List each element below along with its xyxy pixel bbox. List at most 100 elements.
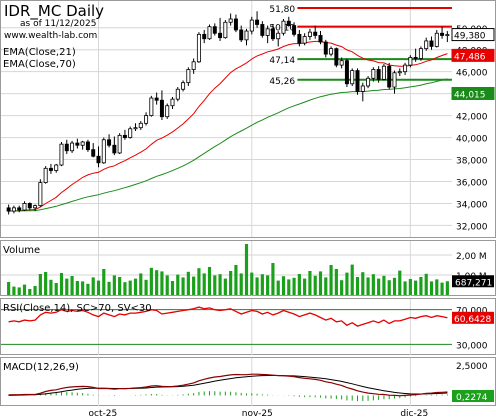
last-price-tag-bg	[451, 28, 495, 42]
volume-bar	[149, 267, 153, 295]
volume-bar	[313, 275, 317, 295]
candle-body	[80, 141, 85, 146]
candle-body	[429, 40, 434, 47]
volume-bar	[192, 276, 196, 295]
price-tick-label: 46,000	[456, 69, 488, 79]
volume-bar	[318, 271, 323, 295]
candle-body	[286, 20, 291, 26]
candle-body	[112, 144, 117, 154]
volume-plot	[7, 244, 449, 295]
volume-bar	[133, 278, 138, 295]
candle-body	[360, 85, 365, 92]
candle-body	[122, 134, 127, 138]
candle-body	[170, 98, 175, 107]
volume-bar	[86, 283, 90, 295]
candle-body	[22, 203, 27, 211]
volume-bar	[44, 272, 48, 295]
candle-body	[265, 28, 270, 36]
volume-bar	[33, 286, 37, 295]
volume-bar	[350, 264, 354, 295]
ema21-tag-bg	[451, 48, 495, 62]
candle-body	[334, 48, 339, 66]
candle-body	[228, 18, 233, 23]
rsi-last-value: 60,6428	[454, 315, 491, 325]
candle-body	[318, 35, 323, 43]
price-tick-label: 32,000	[456, 222, 488, 232]
ema21-tag: 47,486	[454, 52, 486, 62]
volume-bar	[107, 281, 111, 295]
candle-body	[281, 20, 286, 34]
ema70-tag-bg	[451, 86, 495, 100]
candle-body	[223, 21, 228, 39]
candle-body	[212, 26, 217, 34]
volume-bar	[160, 271, 164, 295]
candle-body	[48, 167, 53, 171]
candle-body	[413, 57, 418, 59]
volume-bar	[112, 275, 116, 295]
volume-bar	[424, 273, 428, 295]
volume-bar	[445, 281, 449, 295]
volume-last-bg	[452, 275, 494, 288]
volume-bar	[377, 278, 381, 295]
rsi-tick-label: 30,000	[456, 341, 488, 351]
candle-body	[434, 32, 439, 47]
volume-bar	[234, 265, 238, 295]
volume-bar	[340, 280, 344, 295]
candle-body	[17, 207, 22, 211]
price-tick-label: 42,000	[456, 113, 488, 123]
candle-body	[239, 29, 244, 41]
volume-bar	[303, 278, 307, 295]
rsi-last-bg	[452, 311, 494, 324]
candle-body	[196, 33, 201, 63]
price-tick-label: 38,000	[456, 157, 488, 167]
candle-body	[159, 99, 164, 118]
volume-bar	[392, 277, 397, 295]
volume-bar	[281, 276, 286, 295]
candle-body	[186, 69, 191, 84]
ema70-line	[8, 78, 448, 212]
volume-bar	[287, 279, 291, 295]
volume-bar	[170, 281, 175, 295]
volume-bar	[250, 272, 254, 295]
macd-title: MACD(12,26,9)	[3, 362, 79, 373]
candle-body	[249, 19, 254, 32]
candle-body	[344, 60, 349, 85]
rsi-panel	[0, 298, 496, 355]
ema21-legend: EMA(Close,21)	[3, 47, 76, 58]
volume-title: Volume	[3, 245, 40, 256]
rsi-plot	[1, 306, 452, 345]
volume-bar	[102, 269, 106, 295]
candle-body	[255, 19, 260, 25]
candle-body	[128, 128, 133, 138]
candle-body	[366, 77, 371, 87]
candle-body	[191, 61, 196, 70]
volume-bar	[361, 272, 365, 295]
volume-bar	[213, 275, 217, 295]
candle-body	[350, 70, 355, 85]
volume-bar	[366, 277, 370, 295]
volume-bar	[91, 277, 95, 295]
volume-bar	[17, 287, 21, 295]
volume-bar	[176, 274, 180, 295]
ema21-line	[8, 40, 448, 212]
volume-bar	[297, 274, 301, 295]
candle-body	[355, 70, 360, 92]
volume-bar	[429, 281, 434, 295]
axis-labels: 32,000 34,000 36,000 38,000 40,000 42,000 44,0…	[89, 25, 495, 419]
candle-body	[260, 24, 265, 36]
candle-body	[387, 65, 392, 88]
volume-bar	[155, 270, 159, 295]
candle-body	[397, 71, 402, 74]
ema70-legend: EMA(Close,70)	[3, 59, 76, 70]
macd-last-value: 0,2274	[456, 393, 488, 403]
volume-bar	[329, 265, 333, 295]
volume-bar	[28, 289, 32, 295]
candle-body	[381, 65, 386, 80]
candle-body	[270, 28, 275, 40]
candle-body	[323, 41, 328, 55]
level-label: 47,14	[269, 56, 295, 66]
volume-bar	[345, 272, 349, 295]
as-of-date: as of 11/12/2025	[20, 19, 96, 29]
